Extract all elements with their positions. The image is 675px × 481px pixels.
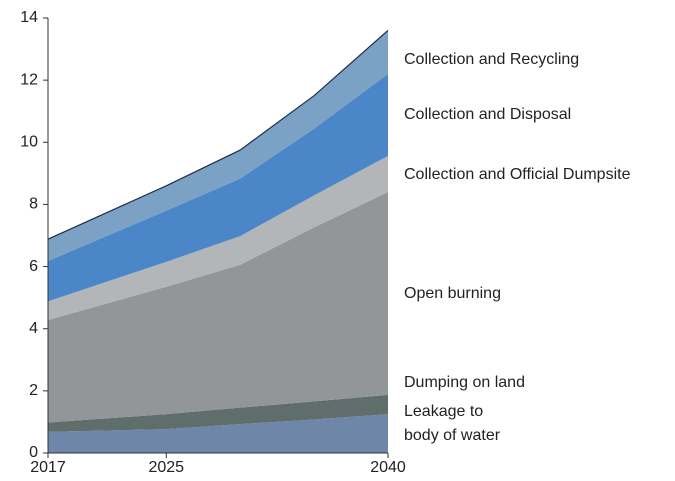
x-tick-label: 2025 <box>148 459 184 476</box>
y-tick-label: 14 <box>20 9 38 26</box>
x-tick-label: 2017 <box>30 459 66 476</box>
y-tick-label: 8 <box>29 196 38 213</box>
y-tick-label: 6 <box>29 258 38 275</box>
area <box>48 30 388 261</box>
series-label: Dumping on land <box>404 374 525 391</box>
x-tick-label: 2040 <box>370 459 406 476</box>
series-label: Open burning <box>404 285 501 302</box>
y-tick-label: 4 <box>29 320 38 337</box>
series-label: Leakage to body of water <box>404 403 501 444</box>
series-label: Collection and Official Dumpsite <box>404 166 631 183</box>
area <box>48 155 388 321</box>
area <box>48 414 388 453</box>
area <box>48 394 388 432</box>
series-label: Collection and Recycling <box>404 51 580 68</box>
total-line <box>47 29 389 240</box>
series-label: Collection and Disposal <box>404 106 572 123</box>
y-tick-label: 0 <box>29 444 38 461</box>
y-tick-label: 10 <box>20 134 38 151</box>
y-tick-label: 12 <box>20 71 38 88</box>
y-tick-label: 2 <box>29 382 38 399</box>
area <box>48 192 388 423</box>
area <box>48 73 388 302</box>
